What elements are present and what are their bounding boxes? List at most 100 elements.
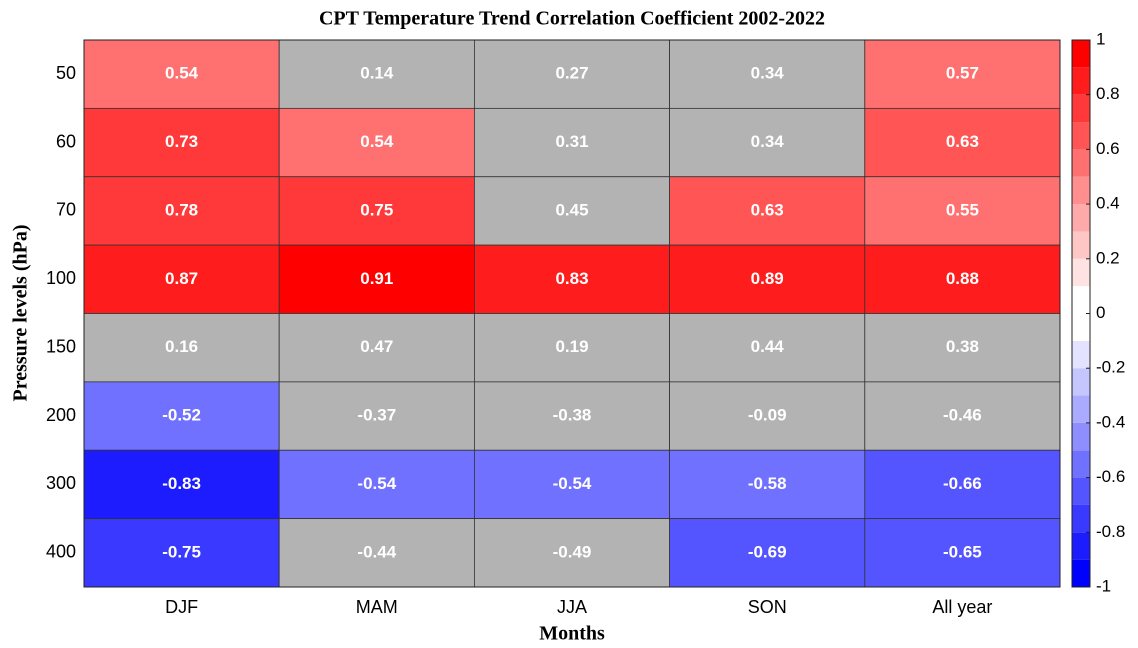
y-tick-label: 300 <box>46 473 76 493</box>
cell-label: -0.69 <box>748 542 787 561</box>
cell-label: 0.16 <box>165 337 198 356</box>
cell-label: -0.83 <box>162 474 201 493</box>
colorbar-segment <box>1072 258 1090 287</box>
heatmap-cell <box>83 39 280 109</box>
colorbar-segment <box>1072 532 1090 560</box>
heatmap-cell <box>473 518 670 588</box>
heatmap-cell <box>669 176 866 246</box>
cell-label: 0.34 <box>751 64 785 83</box>
colorbar-segment <box>1072 67 1090 95</box>
cell-label: -0.65 <box>943 542 982 561</box>
cell-label: 0.38 <box>946 337 979 356</box>
colorbar-segment <box>1072 176 1090 205</box>
cell-label: 0.63 <box>751 200 784 219</box>
cell-label: 0.31 <box>555 132 588 151</box>
cell-label: 0.89 <box>751 269 784 288</box>
heatmap-cell <box>473 381 670 451</box>
cell-label: 0.14 <box>360 64 394 83</box>
heatmap-cell <box>278 313 475 383</box>
cell-label: -0.75 <box>162 542 201 561</box>
cell-label: 0.78 <box>165 200 198 219</box>
y-tick-label: 50 <box>56 63 76 83</box>
cell-label: 0.55 <box>946 200 979 219</box>
colorbar-tick-label: 0.6 <box>1096 139 1120 158</box>
heatmap-cell <box>278 39 475 109</box>
colorbar-tick-label: 0.2 <box>1096 248 1120 267</box>
heatmap-cell <box>473 176 670 246</box>
cell-label: 0.45 <box>555 200 588 219</box>
cell-label: -0.52 <box>162 406 201 425</box>
colorbar-segment <box>1072 204 1090 232</box>
heatmap-cell <box>864 39 1061 109</box>
cell-label: 0.87 <box>165 269 198 288</box>
colorbar-segment <box>1072 422 1090 451</box>
y-tick-label: 100 <box>46 268 76 288</box>
colorbar-segment <box>1072 340 1090 369</box>
cell-label: 0.27 <box>555 64 588 83</box>
y-tick-label: 150 <box>46 336 76 356</box>
colorbar-tick-label: -1 <box>1096 576 1111 595</box>
cell-label: 0.19 <box>555 337 588 356</box>
cell-label: -0.38 <box>553 406 592 425</box>
cell-label: 0.47 <box>360 337 393 356</box>
colorbar-tick-label: 0.4 <box>1096 194 1120 213</box>
heatmap-cell <box>83 313 280 383</box>
colorbar-segment <box>1072 395 1090 423</box>
y-tick-label: 400 <box>46 542 76 562</box>
cell-label: -0.46 <box>943 406 982 425</box>
heatmap-cell <box>473 313 670 383</box>
heatmap-cell <box>864 449 1061 520</box>
cell-label: 0.75 <box>360 200 393 219</box>
cell-label: -0.37 <box>357 406 396 425</box>
y-tick-label: 200 <box>46 405 76 425</box>
heatmap-cell <box>473 244 670 314</box>
colorbar-segment <box>1072 149 1090 177</box>
cell-label: -0.66 <box>943 474 982 493</box>
colorbar-segment <box>1072 40 1090 68</box>
heatmap-cell <box>278 381 475 451</box>
x-tick-label: All year <box>932 597 992 617</box>
colorbar-segment <box>1072 231 1090 259</box>
colorbar-segment <box>1072 368 1090 396</box>
cell-label: 0.54 <box>165 64 199 83</box>
heatmap-cell <box>83 518 280 588</box>
x-tick-label: SON <box>748 597 787 617</box>
cell-label: -0.54 <box>357 474 396 493</box>
colorbar-tick-label: -0.2 <box>1096 358 1125 377</box>
y-tick-label: 70 <box>56 200 76 220</box>
colorbar-segment <box>1072 122 1090 150</box>
colorbar-tick-label: 0 <box>1096 303 1105 322</box>
cell-label: 0.73 <box>165 132 198 151</box>
cell-label: 0.44 <box>751 337 785 356</box>
heatmap-cell <box>864 176 1061 246</box>
colorbar-tick-label: -0.6 <box>1096 467 1125 486</box>
chart-title: CPT Temperature Trend Correlation Coeffi… <box>319 8 825 30</box>
cell-label: 0.63 <box>946 132 979 151</box>
heatmap-cell <box>864 518 1061 588</box>
cell-label: -0.09 <box>748 406 787 425</box>
x-tick-label: JJA <box>557 597 587 617</box>
colorbar-segment <box>1072 94 1090 123</box>
heatmap-cell <box>278 244 475 314</box>
x-axis-label: Months <box>539 623 605 645</box>
y-axis-label: Pressure levels (hPa) <box>10 224 32 401</box>
cell-label: 0.54 <box>360 132 394 151</box>
colorbar-segment <box>1072 313 1090 341</box>
heatmap-cell <box>669 518 866 588</box>
cell-label: -0.54 <box>553 474 592 493</box>
colorbar-tick-label: -0.4 <box>1096 412 1125 431</box>
cell-label: 0.88 <box>946 269 979 288</box>
cell-label: 0.34 <box>751 132 785 151</box>
cell-label: 0.83 <box>555 269 588 288</box>
colorbar-tick-label: -0.8 <box>1096 522 1125 541</box>
heatmap-cell <box>669 244 866 314</box>
heatmap-cell <box>669 381 866 451</box>
cell-label: 0.57 <box>946 64 979 83</box>
colorbar-tick-label: 1 <box>1096 29 1105 48</box>
colorbar-segment <box>1072 477 1090 505</box>
heatmap-cell <box>278 176 475 246</box>
heatmap-cell <box>864 313 1061 383</box>
cell-label: -0.44 <box>357 542 396 561</box>
heatmap-cell <box>864 244 1061 314</box>
